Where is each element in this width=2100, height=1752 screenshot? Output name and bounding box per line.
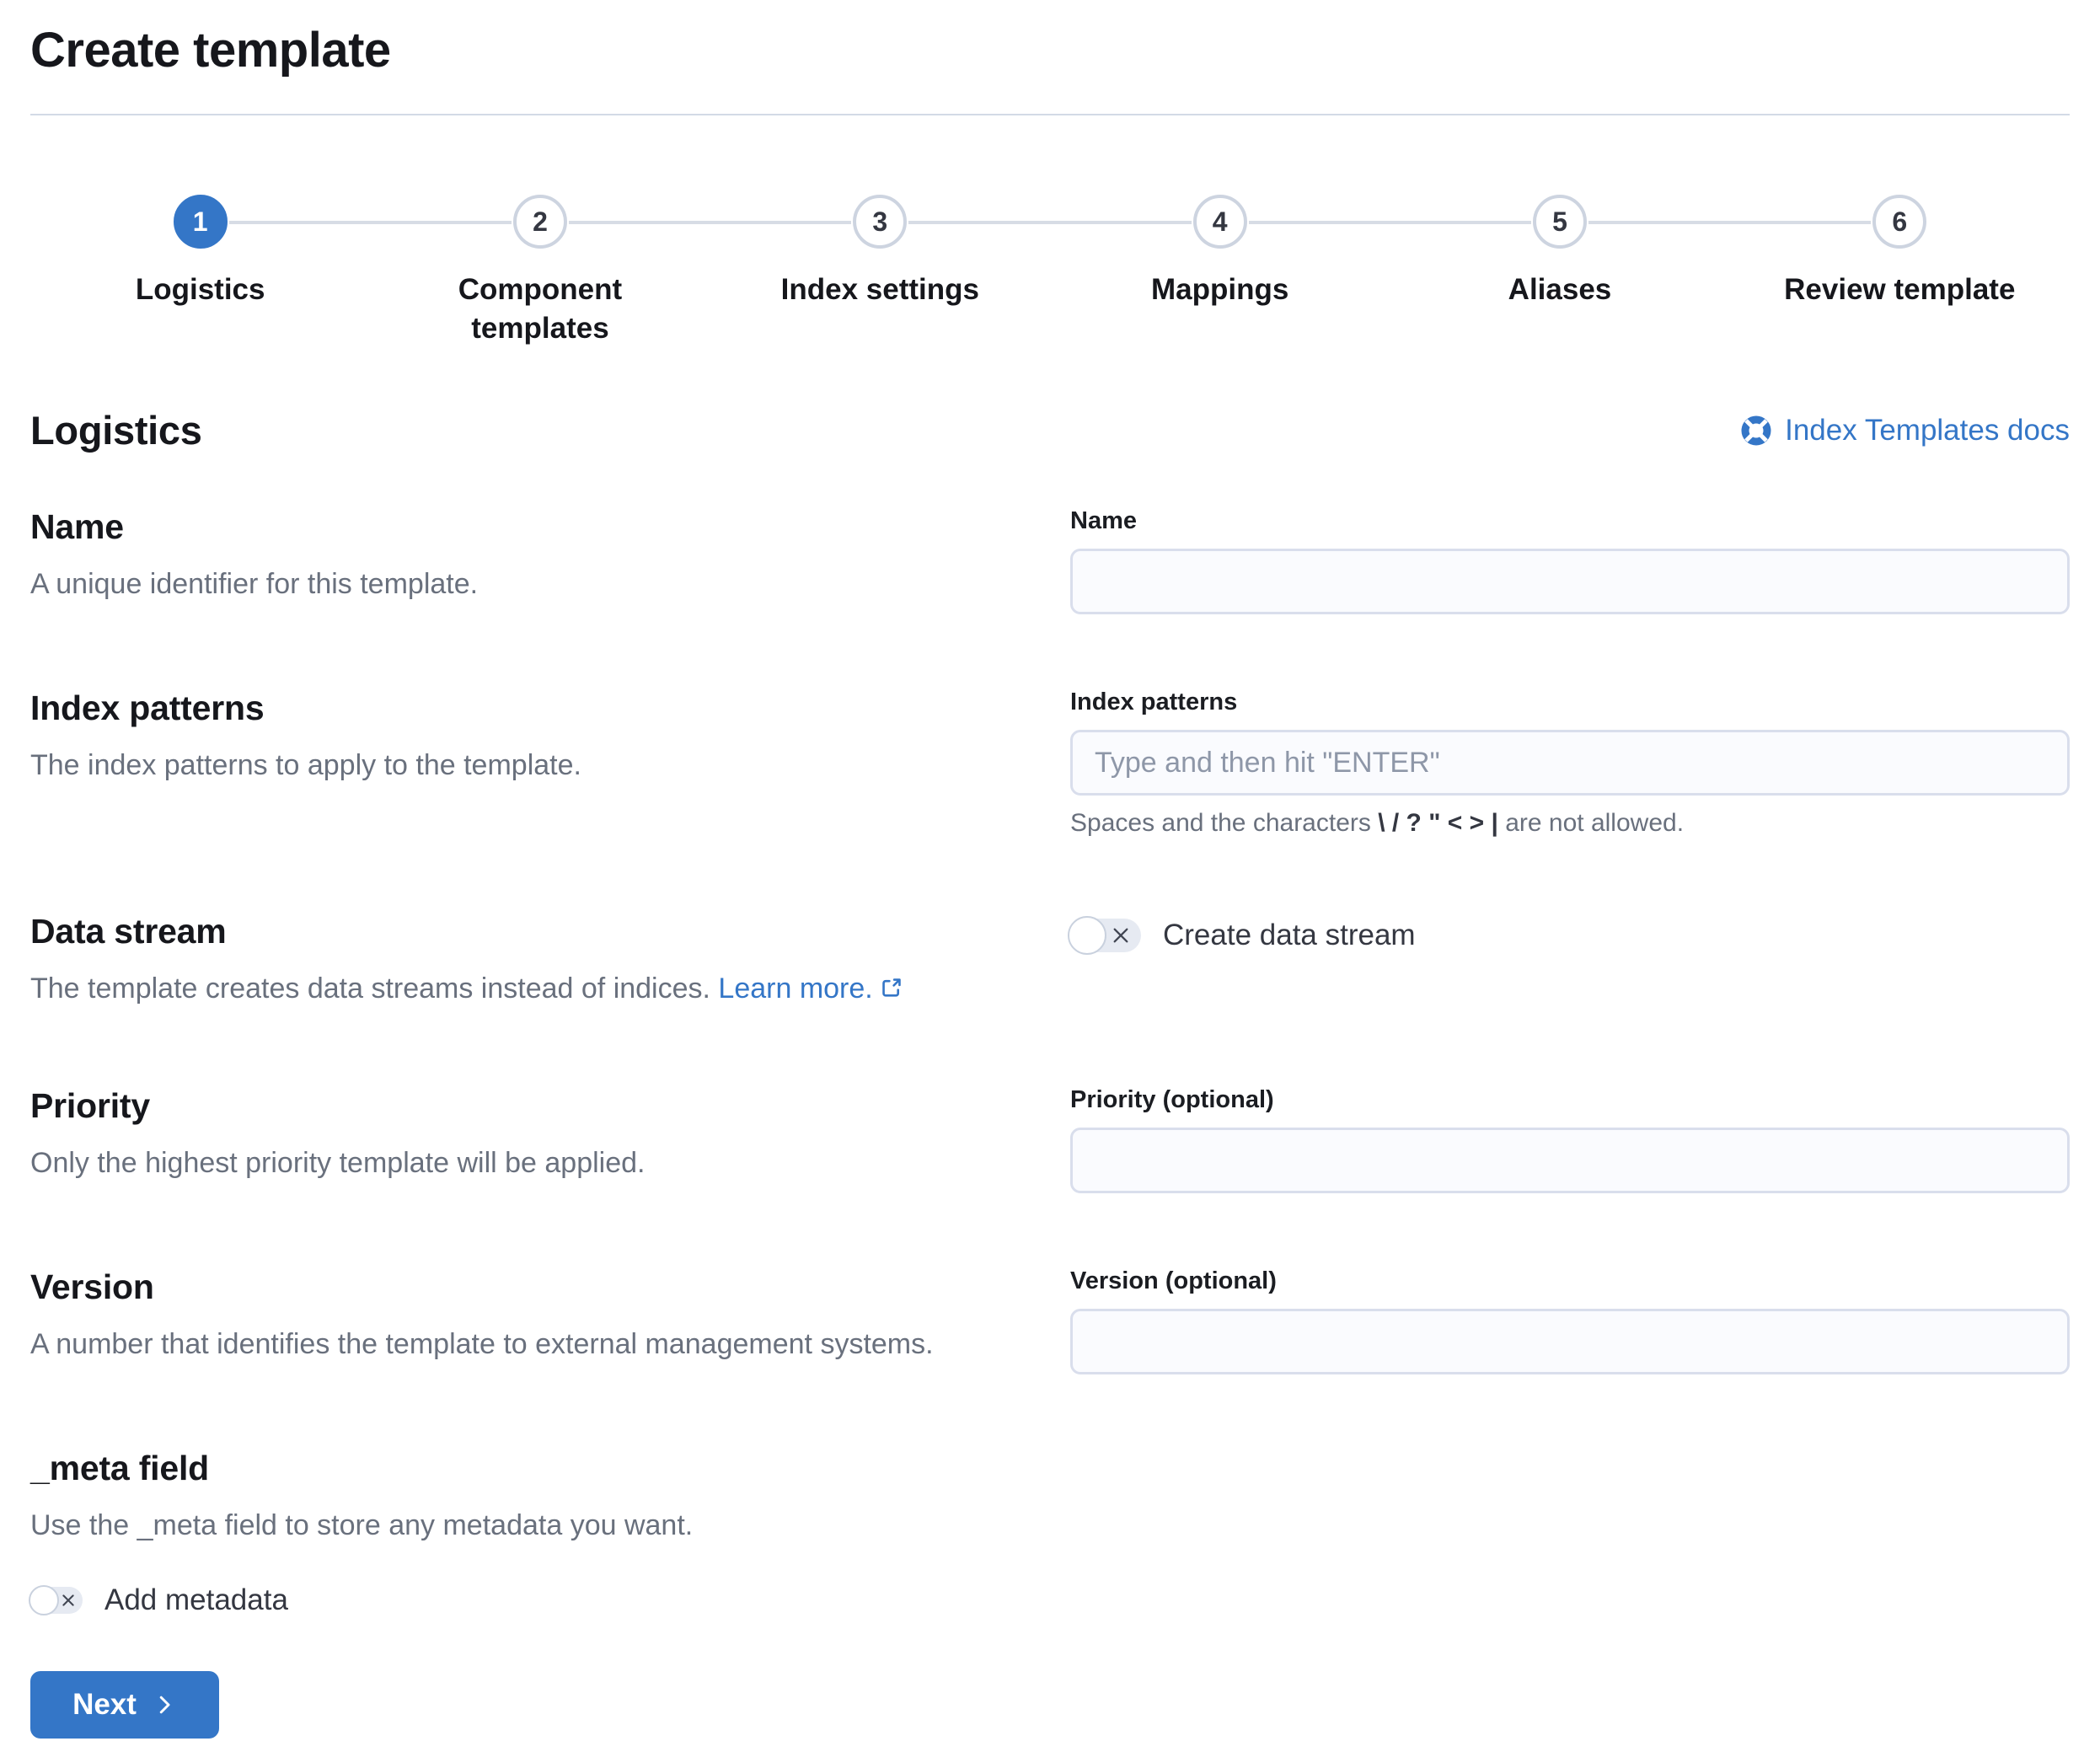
version-row-description: Version A number that identifies the tem…	[30, 1267, 1070, 1374]
step-item-aliases[interactable]: 5 Aliases	[1390, 195, 1730, 348]
data-stream-row: Data stream The template creates data st…	[30, 912, 2070, 1011]
step-number: 4	[1212, 206, 1228, 237]
step-label: Review template	[1784, 273, 2016, 306]
index-patterns-row: Index patterns The index patterns to app…	[30, 688, 2070, 838]
logistics-form: Name A unique identifier for this templa…	[29, 507, 2070, 1739]
create-data-stream-label: Create data stream	[1163, 919, 1416, 952]
step-number: 2	[533, 206, 548, 237]
index-templates-docs-link[interactable]: Index Templates docs	[1739, 414, 2070, 447]
step-number: 3	[872, 206, 888, 237]
version-field-label: Version (optional)	[1070, 1267, 1277, 1294]
next-button-label: Next	[72, 1687, 137, 1721]
priority-row-description: Priority Only the highest priority templ…	[30, 1086, 1070, 1193]
index-patterns-description: The index patterns to apply to the templ…	[30, 749, 581, 782]
create-data-stream-toggle-row: Create data stream	[1068, 916, 2070, 956]
step-label: Mappings	[1150, 273, 1289, 306]
name-row: Name A unique identifier for this templa…	[30, 507, 2070, 615]
name-field-label: Name	[1070, 507, 1137, 535]
priority-heading: Priority	[30, 1085, 150, 1125]
chevron-right-icon	[152, 1692, 177, 1717]
step-label: Aliases	[1508, 273, 1612, 306]
section-title: Logistics	[30, 408, 202, 453]
version-heading: Version	[30, 1267, 154, 1306]
data-stream-field-group: Create data stream	[1068, 912, 2070, 1011]
priority-input[interactable]	[1070, 1127, 2070, 1193]
step-number: 1	[192, 206, 208, 237]
step-circle-5[interactable]: 5	[1532, 195, 1587, 249]
data-stream-row-description: Data stream The template creates data st…	[30, 912, 1070, 1011]
version-input[interactable]	[1070, 1308, 2070, 1374]
data-stream-heading: Data stream	[30, 912, 227, 951]
priority-description: Only the highest priority template will …	[30, 1146, 646, 1179]
step-circle-4[interactable]: 4	[1192, 195, 1247, 249]
index-patterns-heading: Index patterns	[30, 688, 265, 728]
step-circle-1[interactable]: 1	[173, 195, 228, 249]
step-label: Component templates	[458, 273, 623, 346]
external-link-icon	[880, 974, 903, 1006]
step-label: Logistics	[135, 273, 265, 306]
meta-field-block: _meta field Use the _meta field to store…	[29, 1448, 2070, 1617]
name-field-group: Name	[1070, 507, 2070, 615]
step-item-mappings[interactable]: 4 Mappings	[1049, 195, 1390, 348]
section-header: Logistics Index Templates docs	[30, 407, 2070, 453]
docs-life-ring-icon	[1739, 414, 1773, 447]
next-button[interactable]: Next	[30, 1670, 219, 1739]
version-description: A number that identifies the template to…	[30, 1327, 934, 1360]
toggle-off-x-icon	[1110, 924, 1132, 946]
toggle-off-x-icon	[60, 1592, 77, 1609]
toggle-thumb	[29, 1584, 59, 1615]
index-patterns-field-label: Index patterns	[1070, 688, 1238, 716]
index-patterns-input[interactable]	[1070, 730, 2070, 796]
step-circle-6[interactable]: 6	[1872, 195, 1927, 249]
wizard-stepper: 1 Logistics 2 Component templates 3 Inde…	[30, 195, 2070, 348]
version-field-group: Version (optional)	[1070, 1267, 2070, 1374]
add-metadata-label: Add metadata	[104, 1583, 288, 1616]
priority-field-label: Priority (optional)	[1070, 1085, 1274, 1113]
step-item-component-templates[interactable]: 2 Component templates	[370, 195, 710, 348]
learn-more-link[interactable]: Learn more.	[718, 972, 872, 1005]
header-divider	[30, 114, 2070, 115]
name-row-description: Name A unique identifier for this templa…	[30, 507, 1070, 614]
name-input[interactable]	[1070, 549, 2070, 615]
step-circle-2[interactable]: 2	[512, 195, 567, 249]
step-item-review-template[interactable]: 6 Review template	[1729, 195, 2070, 348]
step-circle-3[interactable]: 3	[853, 195, 908, 249]
help-prefix: Spaces and the characters	[1070, 809, 1379, 838]
data-stream-description: The template creates data streams instea…	[30, 968, 994, 1011]
version-row: Version A number that identifies the tem…	[30, 1267, 2070, 1374]
page-title: Create template	[30, 23, 391, 78]
help-suffix: are not allowed.	[1497, 809, 1685, 838]
index-patterns-help-text: Spaces and the characters \ / ? " < > | …	[1070, 809, 2070, 838]
learn-more-label: Learn more.	[718, 972, 873, 1005]
name-description: A unique identifier for this template.	[30, 568, 479, 601]
step-number: 6	[1892, 206, 1908, 237]
add-metadata-toggle[interactable]	[29, 1584, 83, 1615]
step-label: Index settings	[780, 273, 979, 306]
toggle-thumb	[1068, 916, 1106, 956]
index-patterns-row-description: Index patterns The index patterns to app…	[30, 688, 1070, 838]
step-item-logistics[interactable]: 1 Logistics	[30, 195, 371, 348]
index-patterns-field-group: Index patterns Spaces and the characters…	[1070, 688, 2070, 838]
meta-heading: _meta field	[30, 1448, 209, 1487]
name-heading: Name	[30, 507, 124, 547]
meta-description: Use the _meta field to store any metadat…	[30, 1508, 694, 1541]
help-forbidden-chars: \ / ? " < > |	[1378, 809, 1498, 838]
step-number: 5	[1552, 206, 1567, 237]
add-metadata-toggle-row: Add metadata	[29, 1583, 2070, 1617]
docs-link-label: Index Templates docs	[1785, 413, 2070, 447]
data-stream-description-text: The template creates data streams instea…	[30, 972, 710, 1005]
priority-row: Priority Only the highest priority templ…	[30, 1086, 2070, 1193]
step-item-index-settings[interactable]: 3 Index settings	[710, 195, 1051, 348]
create-data-stream-toggle[interactable]	[1068, 916, 1141, 956]
priority-field-group: Priority (optional)	[1070, 1086, 2070, 1193]
